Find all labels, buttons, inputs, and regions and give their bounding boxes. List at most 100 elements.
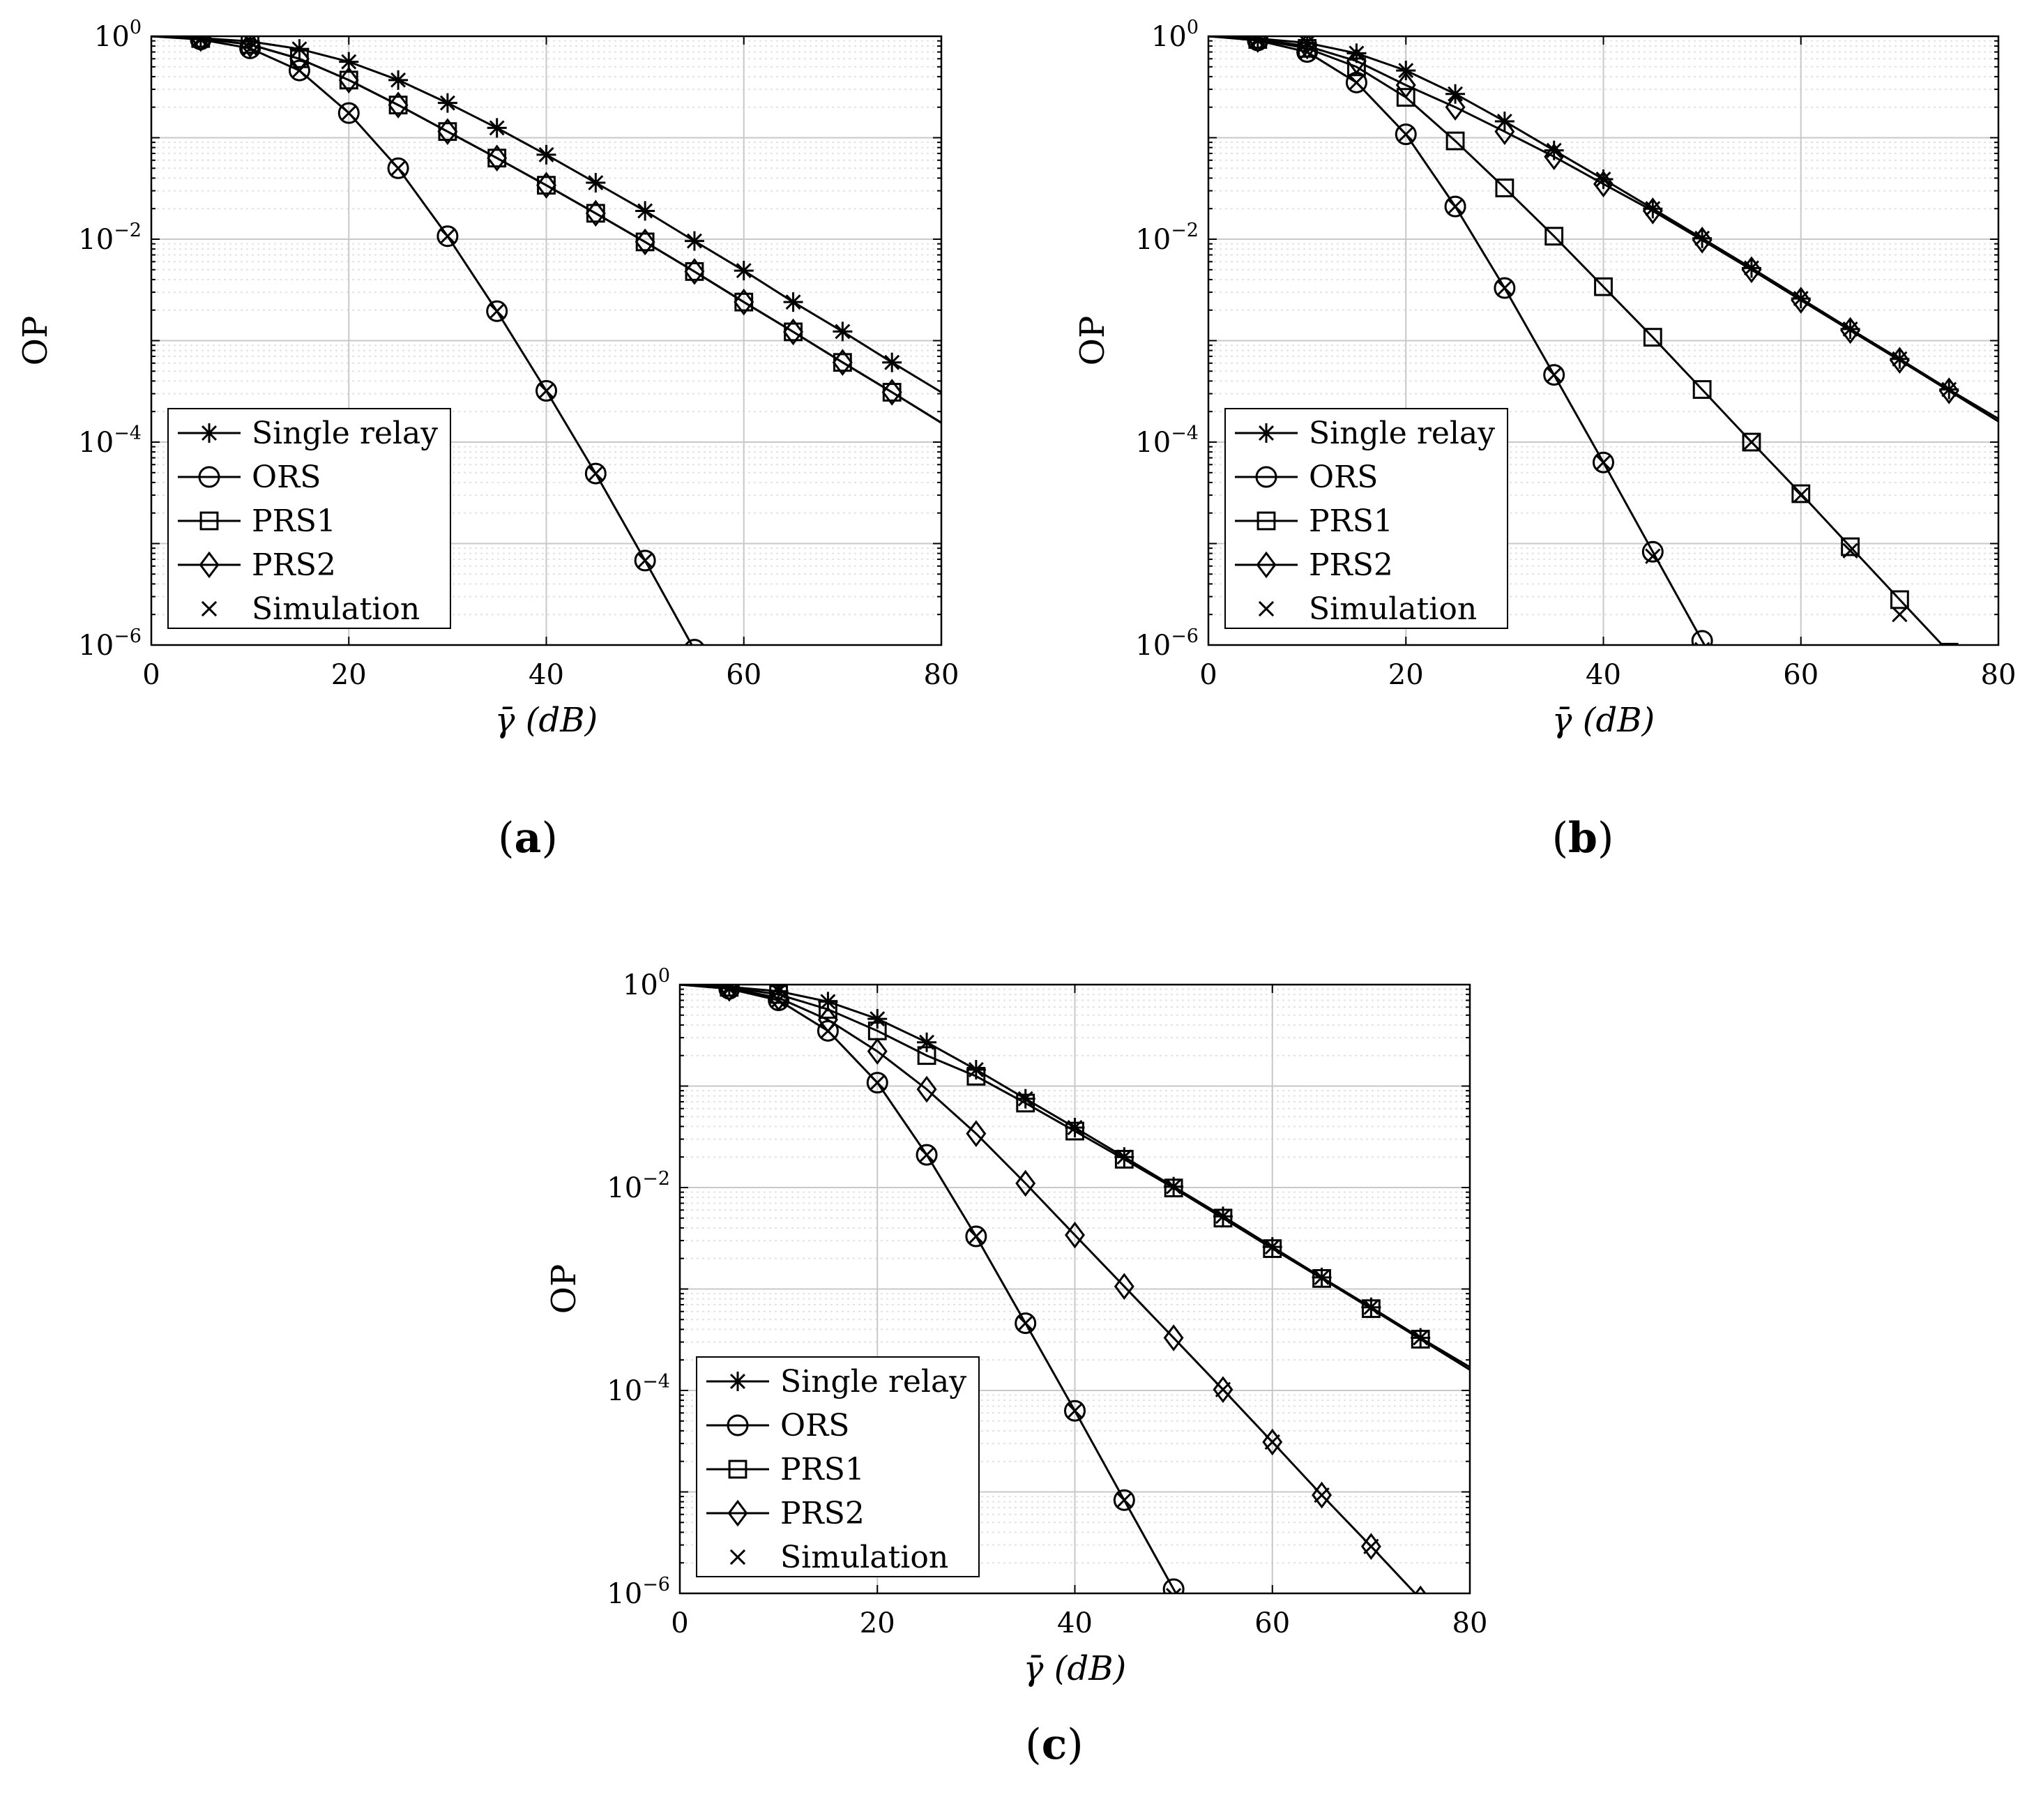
series-simulation bbox=[1250, 36, 1908, 645]
x-tick-label: 80 bbox=[924, 659, 959, 691]
series-prs1-point bbox=[1411, 1330, 1430, 1349]
legend-entry-prs1: PRS1 bbox=[1235, 503, 1393, 539]
series-single-relay-point bbox=[917, 1032, 937, 1052]
series-prs2 bbox=[680, 985, 1427, 1593]
series-simulation-point-stroke bbox=[1546, 367, 1562, 383]
series-ors-point bbox=[916, 1144, 938, 1166]
series-ors-point bbox=[1064, 1400, 1086, 1422]
series-ors-point bbox=[1113, 1489, 1135, 1511]
series-single-relay-point-stroke bbox=[489, 120, 505, 136]
series-prs1-point bbox=[1263, 1239, 1282, 1258]
panel-caption: (a) bbox=[498, 814, 558, 863]
series-prs2-point bbox=[1889, 347, 1910, 374]
caption-letter: b bbox=[1568, 814, 1597, 863]
legend-entry-prs1-marker bbox=[728, 1459, 747, 1479]
series-simulation-point-stroke bbox=[1363, 1538, 1379, 1554]
series-simulation-point bbox=[1349, 75, 1365, 91]
legend-entry-prs1-label: PRS1 bbox=[1309, 503, 1393, 539]
series-prs2-point bbox=[585, 199, 606, 227]
series-single-relay-point bbox=[882, 352, 902, 372]
series-single-relay-point-stroke bbox=[1363, 1299, 1379, 1315]
legend-entry-simulation-marker bbox=[201, 600, 218, 617]
series-single-relay-point-stroke bbox=[1166, 1178, 1182, 1195]
series-prs2-point bbox=[1791, 287, 1812, 314]
legend-entry-simulation-marker-stroke bbox=[1258, 600, 1275, 617]
y-tick-exponent: −2 bbox=[1171, 220, 1199, 241]
y-tick-label: 10−4 bbox=[78, 423, 142, 459]
series-prs2-point bbox=[783, 318, 804, 346]
x-tick-label: 0 bbox=[1199, 659, 1217, 691]
caption-close-paren: ) bbox=[1597, 814, 1614, 863]
series-prs2-point bbox=[1312, 1481, 1333, 1509]
x-axis-label: γ̄ (dB) bbox=[1552, 701, 1655, 740]
y-tick-exponent: −2 bbox=[642, 1168, 670, 1190]
y-tick-base: 10 bbox=[1135, 427, 1171, 459]
series-simulation-point bbox=[1398, 126, 1414, 142]
series-simulation-point-stroke bbox=[1645, 548, 1661, 564]
caption-close-paren: ) bbox=[1067, 1720, 1083, 1769]
series-simulation-point bbox=[341, 105, 357, 121]
legend-entry-simulation-label: Simulation bbox=[252, 591, 420, 627]
panel-caption: (c) bbox=[1025, 1720, 1083, 1769]
series-prs2-point bbox=[832, 349, 853, 377]
series-prs2-point bbox=[1414, 1585, 1427, 1593]
series-simulation-point bbox=[1215, 1381, 1231, 1397]
x-tick-label: 20 bbox=[1388, 659, 1424, 691]
series-prs2-point bbox=[734, 288, 754, 316]
y-tick-label: 10−6 bbox=[607, 1574, 670, 1610]
legend-entry-prs2-marker bbox=[199, 551, 220, 579]
series-prs1-point bbox=[1312, 1268, 1331, 1288]
series-ors-point bbox=[1641, 540, 1664, 563]
series-single-relay-point-stroke bbox=[736, 263, 752, 279]
series-prs1-point bbox=[1791, 484, 1811, 503]
series-prs1-point bbox=[1495, 179, 1514, 197]
series-ors-point bbox=[436, 225, 459, 248]
series-prs2-point bbox=[635, 228, 655, 256]
y-tick-label: 10−4 bbox=[1135, 423, 1199, 459]
legend: Single relay ORS PRS1 PRS2 Simulation bbox=[1224, 408, 1508, 629]
series-simulation-point bbox=[538, 383, 554, 399]
series-simulation-point-stroke bbox=[538, 383, 554, 399]
series-simulation bbox=[721, 985, 1379, 1593]
legend-entry-single-relay-label: Single relay bbox=[252, 416, 438, 451]
y-tick-exponent: −2 bbox=[114, 220, 142, 241]
series-simulation-point-stroke bbox=[489, 303, 505, 319]
caption-open-paren: ( bbox=[498, 814, 514, 863]
series-simulation-point-stroke bbox=[968, 1228, 985, 1245]
series-prs1-point bbox=[1445, 131, 1465, 151]
y-tick-label: 10−2 bbox=[1135, 220, 1199, 256]
legend-entry-ors-label: ORS bbox=[252, 460, 321, 495]
series-single-relay-point-stroke bbox=[637, 203, 653, 219]
y-tick-label: 10−2 bbox=[78, 220, 142, 256]
series-prs1-line bbox=[1208, 36, 1944, 645]
y-tick-base: 10 bbox=[78, 224, 114, 256]
series-simulation-point-stroke bbox=[1398, 126, 1414, 142]
series-prs2-point bbox=[1593, 170, 1614, 198]
series-prs2-point bbox=[1297, 36, 1318, 60]
series-prs2-point bbox=[867, 1038, 888, 1065]
y-axis-label: OP bbox=[545, 1264, 584, 1314]
legend-entry-prs1-label: PRS1 bbox=[780, 1452, 865, 1487]
legend-entry-single-relay-marker-stroke bbox=[1259, 425, 1274, 441]
series-simulation-point bbox=[1546, 367, 1562, 383]
legend-entry-simulation: Simulation bbox=[201, 591, 420, 627]
series-simulation-point bbox=[439, 228, 456, 244]
series-prs2-point bbox=[190, 36, 211, 52]
x-tick-label: 0 bbox=[142, 659, 160, 691]
y-tick-base: 10 bbox=[1135, 630, 1171, 662]
series-single-relay-point bbox=[1262, 1237, 1282, 1257]
series-simulation-point bbox=[1067, 1403, 1083, 1419]
legend-entry-prs1-marker bbox=[1257, 511, 1276, 531]
series-simulation bbox=[192, 36, 653, 569]
series-single-relay-point-stroke bbox=[686, 233, 702, 249]
series-simulation-point bbox=[1017, 1315, 1033, 1331]
series-prs2-point bbox=[1015, 1169, 1036, 1197]
series-single-relay-point-stroke bbox=[439, 95, 455, 111]
legend-entry-single-relay-label: Single relay bbox=[780, 1364, 966, 1400]
series-prs1-point bbox=[1939, 642, 1959, 645]
caption-close-paren: ) bbox=[541, 814, 557, 863]
series-ors-point bbox=[387, 157, 409, 179]
series-simulation-point-stroke bbox=[1264, 1434, 1280, 1450]
series-simulation-point-stroke bbox=[1447, 198, 1464, 215]
series-prs1-point bbox=[1890, 590, 1909, 609]
